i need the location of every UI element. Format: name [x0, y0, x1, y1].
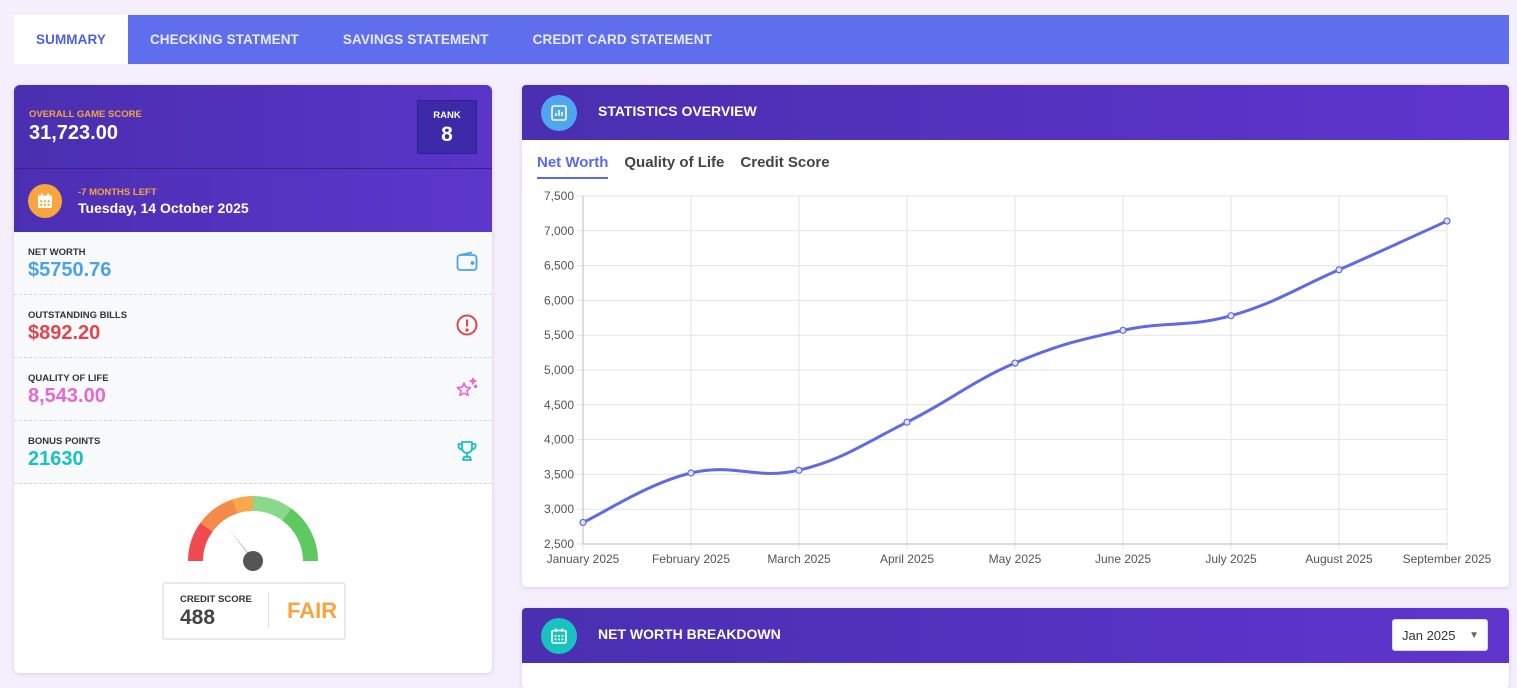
y-tick-label: 6,500	[544, 259, 574, 273]
statistics-header: STATISTICS OVERVIEW	[522, 85, 1509, 140]
score-label: OVERALL GAME SCORE	[29, 109, 142, 120]
credit-score-value: 488	[180, 606, 216, 629]
data-point	[1227, 312, 1235, 320]
score-header: OVERALL GAME SCORE 31,723.00 RANK 8	[14, 85, 492, 169]
data-point	[903, 418, 911, 426]
x-tick-label: February 2025	[652, 552, 730, 566]
sparkles-icon	[455, 376, 479, 400]
outstanding-bills-value: $892.20	[28, 322, 101, 344]
bonus-points-value: 21630	[28, 448, 84, 470]
wallet-icon	[455, 250, 479, 274]
x-tick-label: January 2025	[547, 552, 620, 566]
outstanding-bills-row: OUTSTANDING BILLS $892.20	[14, 295, 492, 358]
breakdown-title: NET WORTH BREAKDOWN	[598, 626, 781, 642]
tab-summary[interactable]: SUMMARY	[14, 15, 128, 64]
calendar-icon	[541, 618, 577, 654]
net-worth-row: NET WORTH $5750.76	[14, 232, 492, 295]
data-point	[795, 466, 803, 474]
net-worth-label: NET WORTH	[28, 247, 86, 258]
sub-tab-credit-score[interactable]: Credit Score	[740, 154, 830, 171]
quality-of-life-value: 8,543.00	[28, 385, 106, 407]
x-tick-label: September 2025	[1403, 552, 1492, 566]
credit-divider	[268, 592, 269, 628]
x-tick-label: March 2025	[767, 552, 831, 566]
rank-label: RANK	[433, 110, 461, 121]
date-row: -7 MONTHS LEFT Tuesday, 14 October 2025	[14, 169, 492, 232]
score-value: 31,723.00	[29, 122, 118, 144]
rank-box: RANK 8	[417, 100, 477, 154]
chevron-down-icon: ▼	[1469, 630, 1479, 641]
y-tick-label: 4,000	[544, 433, 574, 447]
sub-tab-net-worth[interactable]: Net Worth	[537, 154, 609, 179]
credit-score-label: CREDIT SCORE	[180, 594, 252, 605]
data-point	[1335, 266, 1343, 274]
bonus-points-label: BONUS POINTS	[28, 436, 101, 447]
y-tick-label: 7,000	[544, 224, 574, 238]
x-tick-label: July 2025	[1205, 552, 1257, 566]
data-point	[579, 518, 587, 527]
credit-score-box: CREDIT SCORE 488 FAIR	[162, 582, 346, 640]
summary-card: OVERALL GAME SCORE 31,723.00 RANK 8 -7 M…	[14, 85, 492, 673]
data-point	[1011, 359, 1019, 367]
quality-of-life-label: QUALITY OF LIFE	[28, 373, 109, 384]
credit-score-area: CREDIT SCORE 488 FAIR	[14, 484, 492, 673]
breakdown-card: NET WORTH BREAKDOWN Jan 2025 ▼	[522, 608, 1509, 688]
months-left-label: -7 MONTHS LEFT	[78, 187, 157, 198]
statistics-title: STATISTICS OVERVIEW	[598, 103, 757, 119]
trophy-icon	[455, 439, 479, 463]
statistics-card: STATISTICS OVERVIEW Net Worth Quality of…	[522, 85, 1509, 587]
y-tick-label: 3,000	[544, 502, 574, 516]
y-tick-label: 7,500	[544, 189, 574, 203]
month-select-value: Jan 2025	[1402, 627, 1456, 643]
bonus-points-row: BONUS POINTS 21630	[14, 421, 492, 484]
x-tick-label: June 2025	[1095, 552, 1151, 566]
y-tick-label: 4,500	[544, 398, 574, 412]
credit-gauge	[188, 496, 318, 571]
calendar-icon	[28, 184, 62, 218]
net-worth-value: $5750.76	[28, 259, 112, 281]
statistics-sub-tabs: Net Worth Quality of Life Credit Score	[537, 154, 830, 179]
main-tab-bar: SUMMARY CHECKING STATMENT SAVINGS STATEM…	[14, 15, 1509, 64]
outstanding-bills-label: OUTSTANDING BILLS	[28, 310, 128, 321]
y-tick-label: 5,000	[544, 363, 574, 377]
y-tick-label: 6,000	[544, 293, 574, 307]
credit-rating: FAIR	[287, 598, 338, 623]
data-point	[1119, 326, 1127, 334]
tab-credit-card-statement[interactable]: CREDIT CARD STATEMENT	[532, 32, 712, 47]
y-tick-label: 2,500	[544, 537, 574, 551]
bar-chart-icon	[541, 95, 577, 131]
y-tick-label: 3,500	[544, 467, 574, 481]
data-point	[1443, 217, 1451, 225]
sub-tab-quality-of-life[interactable]: Quality of Life	[624, 154, 725, 171]
current-date: Tuesday, 14 October 2025	[78, 200, 249, 216]
tab-savings-statement[interactable]: SAVINGS STATEMENT	[342, 32, 489, 47]
net-worth-chart: 2,500 3,000 3,500 4,000 4,500 5,000 5,500 6,000…	[544, 189, 1492, 566]
tab-checking-statement[interactable]: CHECKING STATMENT	[149, 32, 299, 47]
rank-value: 8	[441, 123, 453, 146]
x-tick-label: May 2025	[989, 552, 1042, 566]
y-tick-label: 5,500	[544, 328, 574, 342]
x-tick-label: August 2025	[1305, 552, 1373, 566]
x-tick-label: April 2025	[880, 552, 934, 566]
quality-of-life-row: QUALITY OF LIFE 8,543.00	[14, 358, 492, 421]
data-point	[687, 469, 695, 477]
breakdown-header: NET WORTH BREAKDOWN Jan 2025 ▼	[522, 608, 1509, 663]
alert-circle-icon	[455, 313, 479, 337]
month-select[interactable]: Jan 2025 ▼	[1392, 619, 1488, 651]
